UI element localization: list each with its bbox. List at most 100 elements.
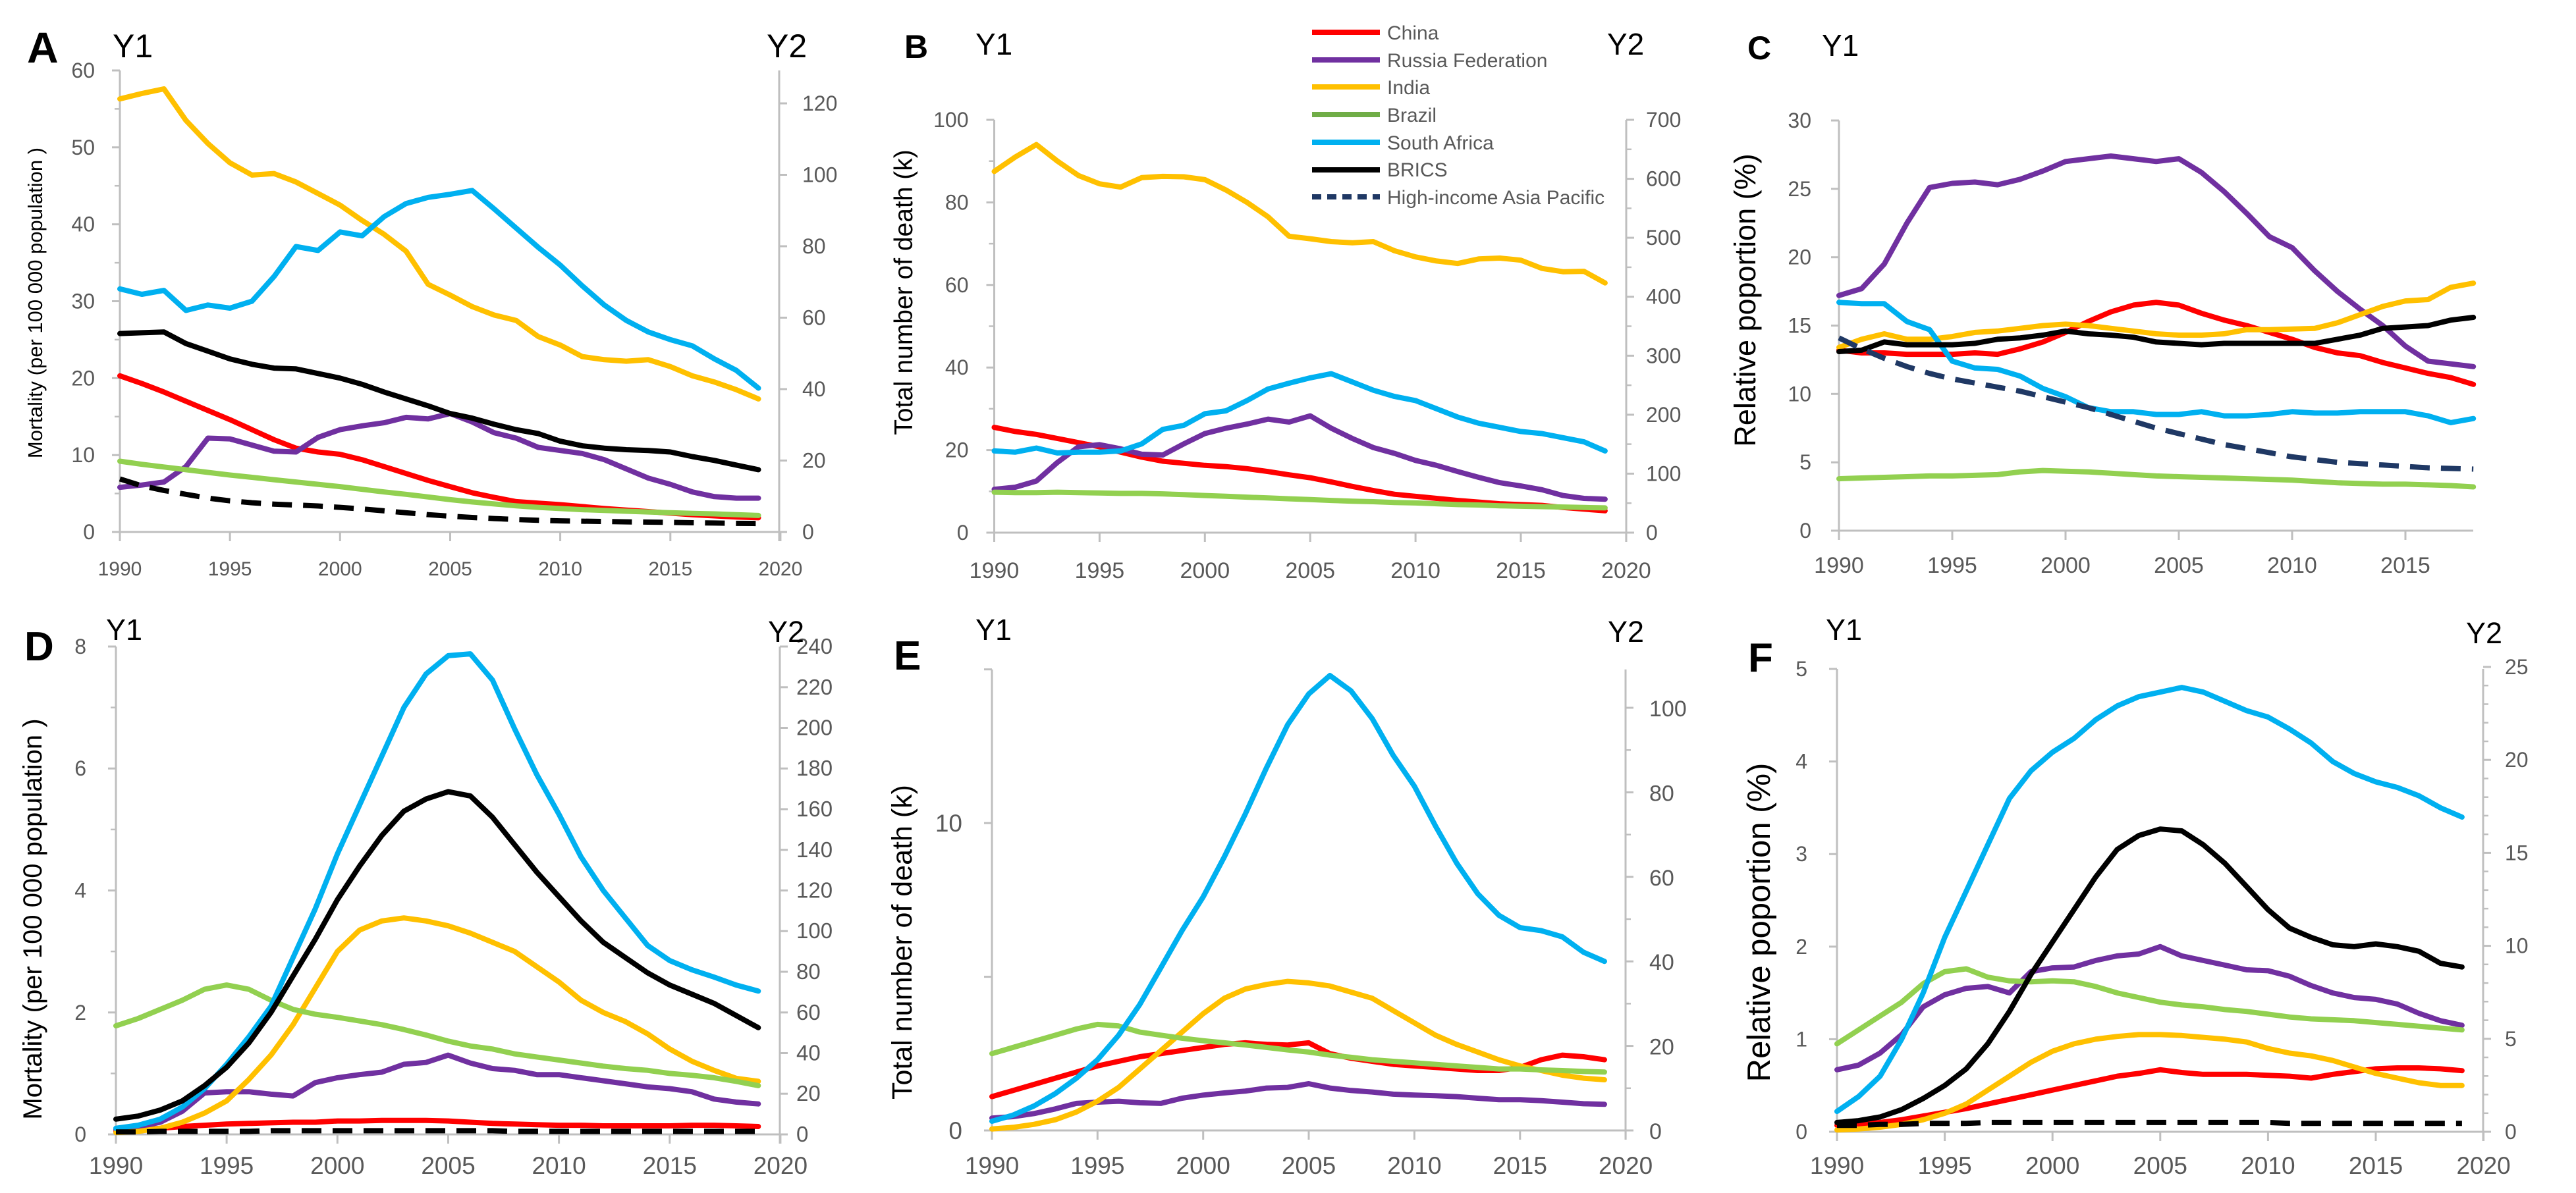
svg-text:India: India	[1387, 77, 1430, 99]
svg-text:180: 180	[796, 756, 833, 780]
svg-text:0: 0	[796, 1122, 808, 1146]
svg-text:1990: 1990	[970, 558, 1020, 583]
svg-text:20: 20	[796, 1081, 821, 1105]
svg-text:2010: 2010	[532, 1152, 586, 1179]
svg-text:Y1: Y1	[975, 613, 1012, 647]
svg-text:Mortality (per 100 000 populat: Mortality (per 100 000 population )	[24, 147, 47, 458]
svg-text:0: 0	[1799, 519, 1811, 543]
svg-text:2020: 2020	[1601, 558, 1651, 583]
svg-text:Brazil: Brazil	[1387, 105, 1437, 126]
svg-text:15: 15	[2505, 841, 2529, 864]
svg-text:20: 20	[945, 438, 969, 462]
svg-text:8: 8	[74, 635, 86, 658]
svg-text:100: 100	[796, 918, 833, 943]
svg-text:1990: 1990	[1814, 553, 1864, 578]
svg-text:2015: 2015	[2349, 1152, 2403, 1179]
svg-text:Relative poportion (%): Relative poportion (%)	[1728, 153, 1762, 446]
svg-text:Y1: Y1	[1822, 28, 1859, 63]
svg-text:D: D	[24, 624, 54, 670]
svg-text:Y1: Y1	[106, 613, 142, 647]
svg-text:High-income Asia Pacific: High-income Asia Pacific	[1387, 187, 1604, 209]
svg-text:Russia Federation: Russia Federation	[1387, 50, 1547, 72]
svg-text:2010: 2010	[538, 558, 582, 580]
svg-text:Y2: Y2	[768, 615, 804, 649]
svg-text:100: 100	[1646, 462, 1681, 485]
svg-text:30: 30	[1788, 109, 1811, 132]
svg-text:5: 5	[1799, 450, 1811, 474]
svg-text:80: 80	[945, 190, 969, 214]
svg-text:0: 0	[1795, 1120, 1807, 1144]
svg-text:160: 160	[796, 797, 833, 821]
svg-text:5: 5	[1795, 657, 1807, 681]
svg-text:100: 100	[1649, 697, 1687, 722]
svg-text:200: 200	[796, 716, 833, 740]
svg-text:80: 80	[796, 959, 821, 984]
svg-text:100: 100	[802, 163, 837, 187]
svg-text:1990: 1990	[98, 558, 142, 580]
svg-text:Y2: Y2	[1607, 27, 1644, 61]
svg-text:2015: 2015	[2380, 553, 2430, 578]
svg-text:10: 10	[2505, 934, 2529, 958]
svg-text:400: 400	[1646, 285, 1681, 309]
svg-text:2000: 2000	[310, 1152, 364, 1179]
svg-text:A: A	[27, 23, 59, 72]
svg-text:10: 10	[935, 810, 962, 837]
svg-text:2: 2	[1795, 935, 1807, 959]
svg-text:BRICS: BRICS	[1387, 159, 1448, 181]
svg-text:4: 4	[74, 879, 86, 903]
svg-text:40: 40	[945, 356, 969, 379]
svg-text:2005: 2005	[2154, 553, 2204, 578]
svg-text:80: 80	[802, 234, 826, 258]
svg-text:140: 140	[796, 837, 833, 862]
svg-text:50: 50	[71, 136, 95, 159]
svg-text:2000: 2000	[2025, 1152, 2079, 1179]
svg-text:6: 6	[74, 756, 86, 780]
svg-text:5: 5	[2505, 1027, 2517, 1051]
svg-text:2005: 2005	[1282, 1152, 1336, 1179]
svg-text:2015: 2015	[1493, 1152, 1547, 1179]
svg-text:20: 20	[1788, 246, 1811, 269]
svg-text:0: 0	[2505, 1120, 2517, 1144]
svg-text:2000: 2000	[318, 558, 362, 580]
svg-text:2010: 2010	[2267, 553, 2317, 578]
svg-text:2015: 2015	[643, 1152, 697, 1179]
svg-text:1995: 1995	[1070, 1152, 1124, 1179]
svg-text:2: 2	[74, 1001, 86, 1024]
svg-text:1995: 1995	[1917, 1152, 1971, 1179]
svg-text:Y1: Y1	[1826, 613, 1862, 647]
svg-text:2010: 2010	[1387, 1152, 1441, 1179]
svg-text:China: China	[1387, 22, 1439, 44]
svg-text:Mortality (per 100 000 populat: Mortality (per 100 000 population )	[18, 718, 47, 1119]
svg-text:0: 0	[948, 1117, 962, 1144]
svg-text:10: 10	[71, 443, 95, 467]
svg-text:2000: 2000	[2041, 553, 2091, 578]
svg-text:25: 25	[2505, 655, 2529, 679]
svg-text:B: B	[904, 28, 928, 65]
svg-text:0: 0	[1649, 1119, 1662, 1144]
svg-text:Y2: Y2	[2466, 616, 2502, 650]
svg-text:Total number of death (k): Total number of death (k)	[890, 149, 918, 435]
svg-text:1995: 1995	[1075, 558, 1125, 583]
svg-text:2005: 2005	[421, 1152, 475, 1179]
svg-text:E: E	[894, 633, 921, 679]
svg-text:200: 200	[1646, 403, 1681, 427]
svg-text:F: F	[1748, 635, 1773, 681]
svg-text:C: C	[1747, 30, 1771, 66]
svg-text:2005: 2005	[2133, 1152, 2187, 1179]
svg-text:2020: 2020	[2456, 1152, 2510, 1179]
svg-text:Y1: Y1	[975, 27, 1012, 61]
svg-text:25: 25	[1788, 177, 1811, 201]
svg-text:2015: 2015	[648, 558, 692, 580]
svg-text:Relative poportion (%): Relative poportion (%)	[1741, 763, 1777, 1082]
svg-text:600: 600	[1646, 167, 1681, 191]
svg-text:2005: 2005	[1285, 558, 1335, 583]
svg-text:15: 15	[1788, 314, 1811, 338]
svg-text:0: 0	[83, 520, 95, 544]
svg-text:30: 30	[71, 290, 95, 313]
svg-text:220: 220	[796, 675, 833, 699]
svg-text:100: 100	[933, 108, 968, 132]
svg-text:60: 60	[71, 59, 95, 82]
svg-text:2020: 2020	[1599, 1152, 1653, 1179]
svg-text:2000: 2000	[1180, 558, 1230, 583]
svg-text:60: 60	[802, 306, 826, 330]
